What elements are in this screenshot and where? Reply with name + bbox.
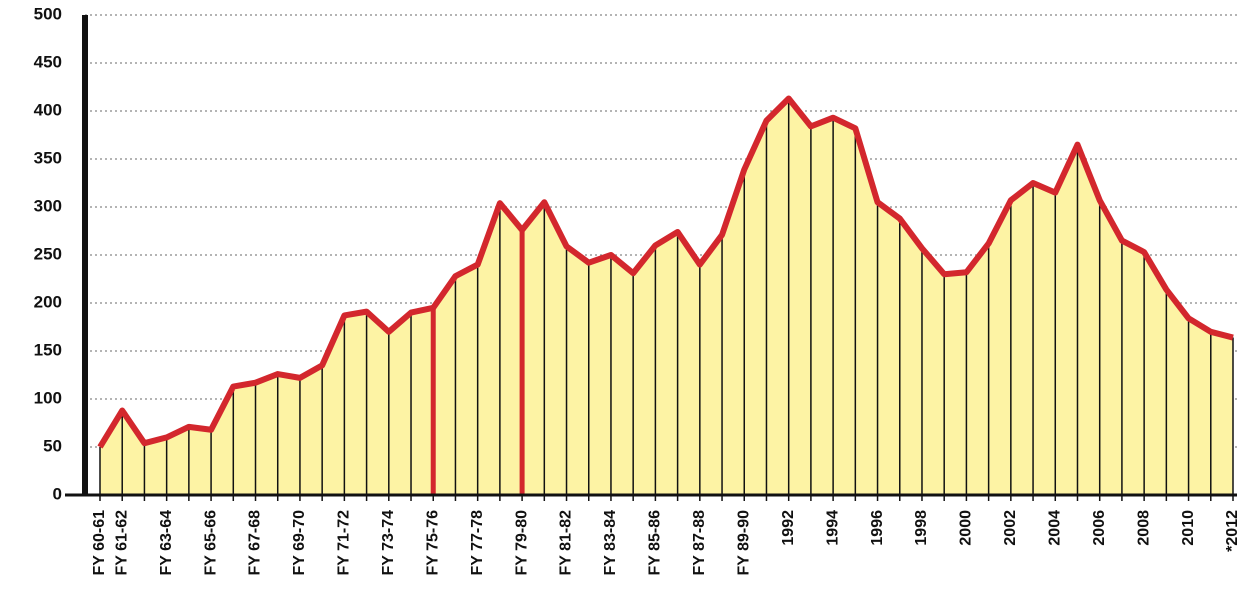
x-tick-label: 1996 (869, 510, 886, 546)
y-tick-label: 150 (34, 340, 62, 359)
x-tick-label: FY 63-64 (158, 510, 175, 576)
x-tick-label: FY 75-76 (424, 510, 441, 576)
y-tick-label: 250 (34, 244, 62, 263)
y-tick-label: 100 (34, 388, 62, 407)
x-tick-label: FY 65-66 (202, 510, 219, 576)
x-tick-label: 2002 (1002, 510, 1019, 546)
x-tick-label: FY 77-78 (469, 510, 486, 576)
x-tick-label: 1998 (913, 510, 930, 546)
y-tick-label: 300 (34, 196, 62, 215)
y-tick-label: 200 (34, 292, 62, 311)
x-tick-label: 2000 (958, 510, 975, 546)
x-tick-label: FY 71-72 (336, 510, 353, 576)
x-tick-label: 1994 (824, 510, 841, 546)
x-tick-label: FY 61-62 (113, 510, 130, 576)
line (97, 95, 1234, 449)
x-tick-label: FY 73-74 (380, 510, 397, 576)
x-tick-label: FY 89-90 (735, 510, 752, 576)
y-tick-label: 450 (34, 52, 62, 71)
x-tick-label: FY 60-61 (91, 510, 108, 576)
x-tick-label: FY 69-70 (291, 510, 308, 576)
y-tick-label: 500 (34, 4, 62, 23)
x-tick-label: 2010 (1180, 510, 1197, 546)
x-tick-label: FY 79-80 (513, 510, 530, 576)
x-tick-label: *2012 (1224, 510, 1237, 552)
x-tick-label: FY 67-68 (247, 510, 264, 576)
y-tick-label: 0 (53, 484, 62, 503)
y-tick-label: 50 (43, 436, 62, 455)
y-tick-label: 350 (34, 148, 62, 167)
x-tick-label: 2008 (1135, 510, 1152, 546)
x-tick-label: 1992 (780, 510, 797, 546)
x-tick-label: 2006 (1091, 510, 1108, 546)
x-tick-label: FY 87-88 (691, 510, 708, 576)
x-tick-label: FY 85-86 (647, 510, 664, 576)
y-tick-label: 400 (34, 100, 62, 119)
x-tick-label: FY 83-84 (602, 510, 619, 576)
x-tick-label: FY 81-82 (558, 510, 575, 576)
x-tick-label: 2004 (1046, 510, 1063, 546)
area-fill (100, 98, 1233, 496)
